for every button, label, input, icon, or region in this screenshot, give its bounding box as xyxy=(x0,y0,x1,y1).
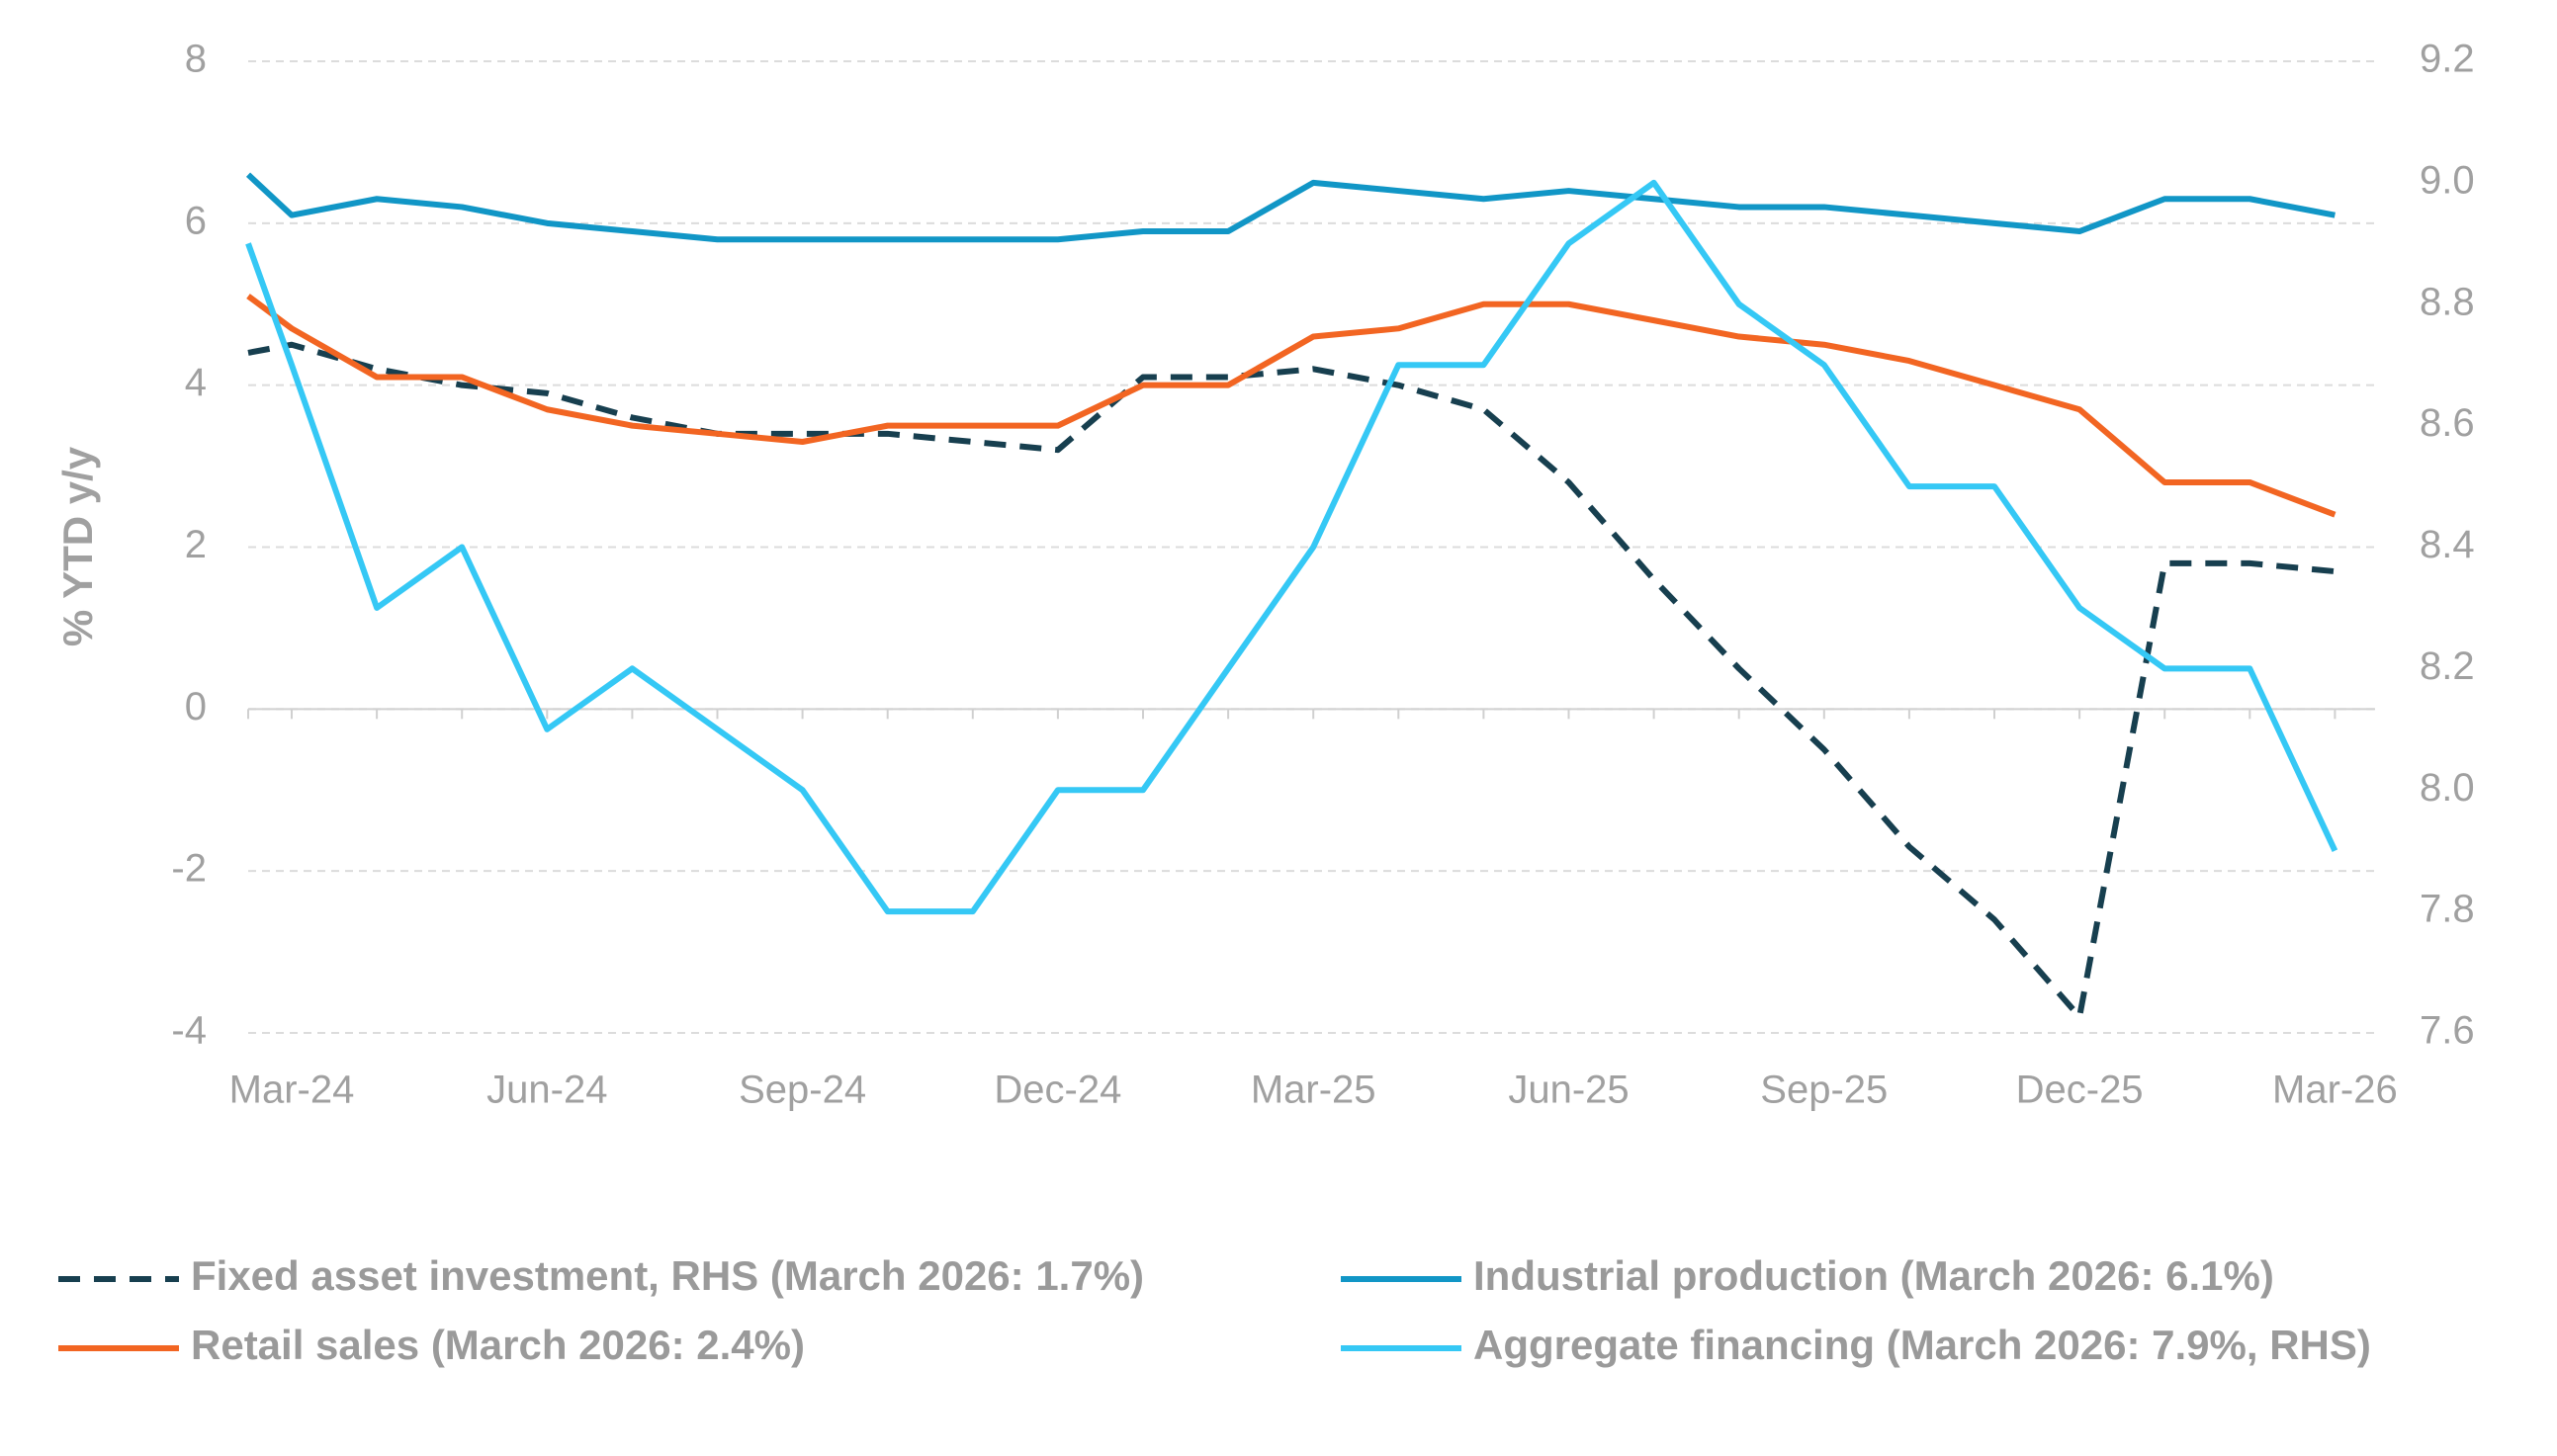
y-tick-label: 0 xyxy=(185,685,207,728)
x-tick-label: Jun-25 xyxy=(1508,1069,1629,1112)
y2-tick-label: 9.0 xyxy=(2420,158,2475,202)
y-tick-label: 2 xyxy=(185,523,207,566)
y2-tick-label: 9.2 xyxy=(2420,38,2475,81)
line-series xyxy=(245,179,2338,915)
y2-tick-label: 8.2 xyxy=(2420,644,2475,688)
line-series xyxy=(247,341,2336,1020)
x-tick-label: Dec-24 xyxy=(994,1069,1121,1112)
y2-tick-label: 7.6 xyxy=(2420,1009,2475,1053)
x-tick-label: Mar-26 xyxy=(2272,1069,2398,1112)
legend-label: Aggregate financing (March 2026: 7.9%, R… xyxy=(1473,1322,2371,1368)
y-tick-label: 4 xyxy=(185,361,207,404)
y2-tick-label: 7.8 xyxy=(2420,888,2475,931)
legend-label: Fixed asset investment, RHS (March 2026:… xyxy=(191,1252,1144,1299)
y-tick-label: 6 xyxy=(185,199,207,242)
x-tick-label: Mar-25 xyxy=(1251,1069,1376,1112)
line-series xyxy=(245,172,2336,243)
y-tick-label: -2 xyxy=(171,847,207,891)
x-tick-label: Dec-25 xyxy=(2016,1069,2144,1112)
y2-tick-label: 8.6 xyxy=(2420,401,2475,445)
y-axis-title: % YTD y/y xyxy=(54,446,101,646)
x-tick-label: Mar-24 xyxy=(229,1069,355,1112)
y2-tick-label: 8.4 xyxy=(2420,523,2475,566)
y-tick-label: -4 xyxy=(171,1009,207,1053)
legend-label: Retail sales (March 2026: 2.4%) xyxy=(191,1322,805,1368)
x-tick-label: Sep-25 xyxy=(1760,1069,1888,1112)
y2-tick-label: 8.0 xyxy=(2420,766,2475,810)
y-tick-label: 8 xyxy=(185,38,207,81)
x-tick-label: Jun-24 xyxy=(486,1069,607,1112)
legend-label: Industrial production (March 2026: 6.1%) xyxy=(1473,1252,2274,1299)
x-tick-label: Sep-24 xyxy=(739,1069,866,1112)
y2-tick-label: 8.8 xyxy=(2420,280,2475,323)
line-series xyxy=(246,294,2337,518)
